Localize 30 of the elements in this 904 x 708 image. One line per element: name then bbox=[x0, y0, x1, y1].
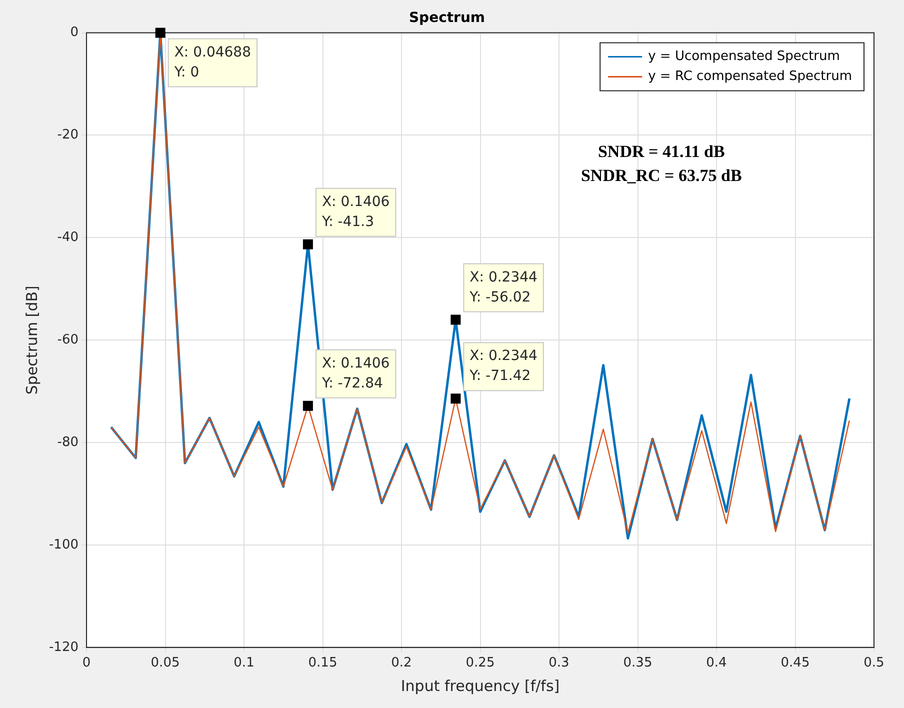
annotation: X: 0.1406 Y: -41.3 bbox=[320, 194, 390, 230]
y-tick-label: -20 bbox=[57, 128, 79, 143]
x-tick-label: 0.3 bbox=[548, 656, 570, 671]
x-tick-label: 0.35 bbox=[623, 656, 652, 671]
y-tick-label: 0 bbox=[70, 25, 79, 40]
annotation: SNDR = 41.11 dB bbox=[598, 142, 725, 162]
annotation: X: 0.2344 Y: -56.02 bbox=[468, 269, 538, 306]
y-tick-label: -60 bbox=[57, 332, 79, 348]
x-axis-title: Input frequency [f/fs] bbox=[400, 676, 560, 695]
x-tick-label: 0.15 bbox=[308, 656, 338, 671]
annotation: X: 0.1406 Y: -72.84 bbox=[320, 356, 390, 392]
x-tick-label: 0.25 bbox=[466, 656, 495, 671]
y-axis-title: Spectrum [dB] bbox=[22, 286, 41, 395]
annotation: SNDR_RC = 63.75 dB bbox=[580, 166, 742, 186]
y-tick-label: -80 bbox=[57, 434, 79, 450]
x-tick-label: 0 bbox=[82, 656, 91, 671]
legend-label: y = RC compensated Spectrum bbox=[648, 69, 852, 84]
y-tick-label: -120 bbox=[48, 640, 79, 655]
annotation: X: 0.2344 Y: -71.42 bbox=[468, 348, 538, 384]
y-tick-label: -100 bbox=[48, 537, 79, 552]
legend-label: y = Ucompensated Spectrum bbox=[648, 49, 840, 64]
x-tick-label: 0.45 bbox=[780, 656, 810, 671]
annotation: X: 0.04688 Y: 0 bbox=[173, 44, 251, 80]
x-tick-label: 0.05 bbox=[150, 656, 180, 671]
chart-title: Spectrum bbox=[408, 10, 486, 26]
x-tick-label: 0.2 bbox=[391, 656, 412, 671]
x-tick-label: 0.1 bbox=[234, 656, 254, 671]
y-tick-label: -40 bbox=[57, 230, 79, 246]
x-tick-label: 0.5 bbox=[864, 656, 884, 671]
x-tick-label: 0.4 bbox=[706, 656, 727, 671]
